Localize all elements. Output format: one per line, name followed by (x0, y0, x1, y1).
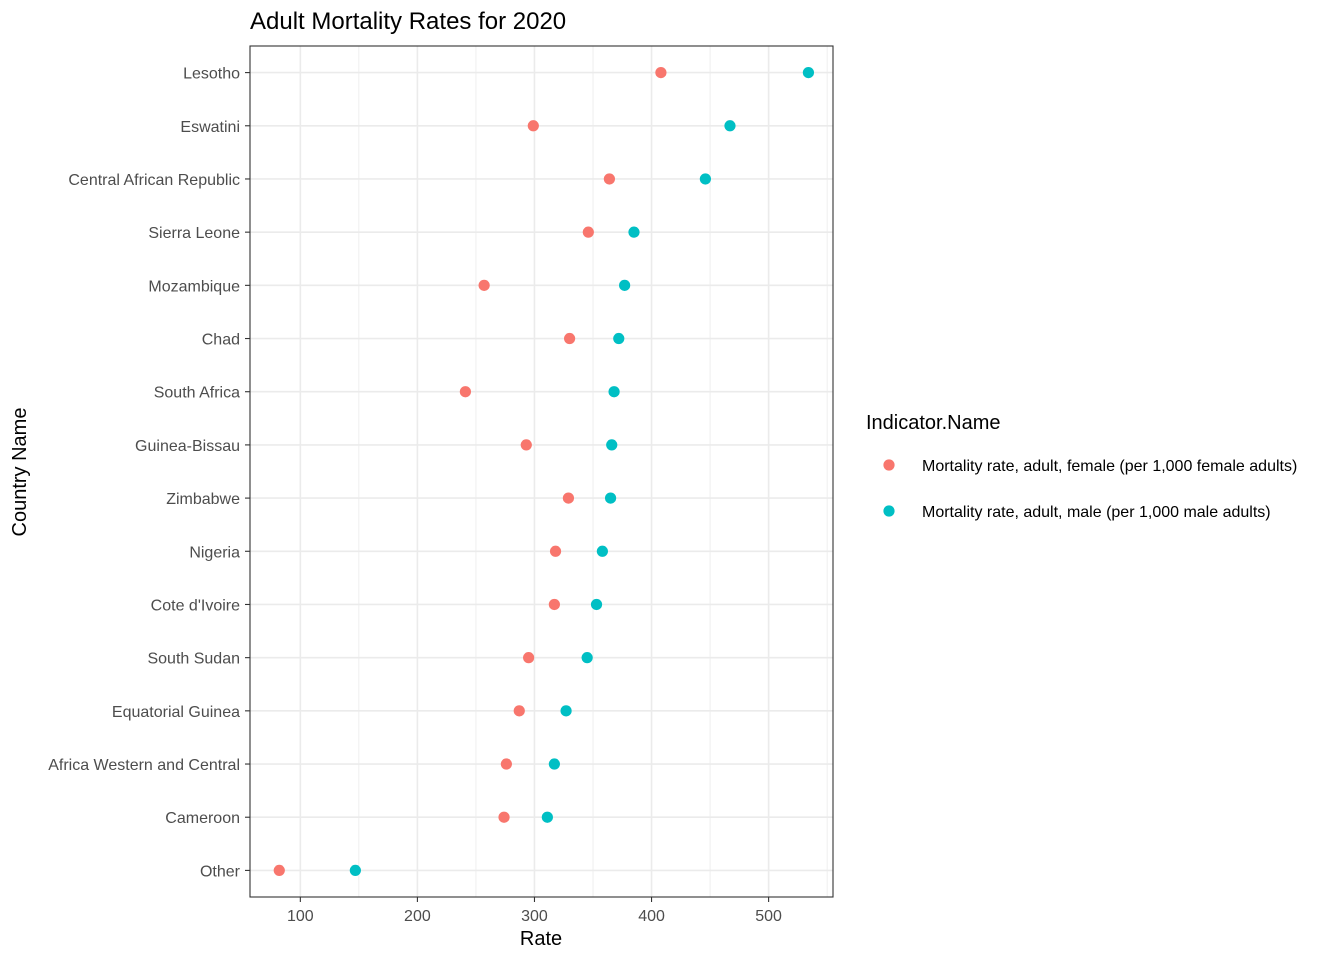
y-tick-label: Zimbabwe (166, 491, 240, 508)
data-point-female (563, 332, 576, 345)
data-point-female (478, 279, 490, 291)
x-tick-label: 200 (404, 908, 431, 925)
y-tick-label: Mozambique (148, 278, 240, 295)
data-point-male (699, 173, 711, 185)
legend-label-female: Mortality rate, adult, female (per 1,000… (922, 458, 1297, 475)
data-point-female (459, 386, 472, 398)
data-point-male (349, 864, 361, 877)
legend-title: Indicator.Name (866, 412, 1001, 434)
y-tick-label: Africa Western and Central (48, 757, 240, 774)
data-point-female (500, 758, 512, 770)
data-point-female (562, 492, 575, 504)
data-point-male (619, 279, 631, 291)
data-point-female (548, 598, 560, 611)
y-tick-label: Guinea-Bissau (135, 438, 240, 455)
y-tick-label: Lesotho (183, 66, 240, 83)
x-tick-label: 300 (521, 908, 548, 925)
major-gridlines (250, 46, 833, 897)
data-point-female (523, 652, 535, 664)
legend: Indicator.Name Mortality rate, adult, fe… (866, 412, 1297, 521)
data-point-male (724, 120, 736, 132)
data-point-female (527, 120, 539, 132)
x-tick-label: 500 (755, 908, 782, 925)
data-point-female (655, 66, 667, 79)
minor-gridlines (358, 46, 828, 897)
x-axis-title: Rate (520, 928, 562, 950)
y-axis: Lesotho Eswatini Central African Republic S… (48, 66, 250, 880)
y-tick-label: Equatorial Guinea (112, 704, 240, 721)
data-point-female (513, 705, 525, 717)
x-tick-label: 400 (638, 908, 665, 925)
plot-panel (249, 45, 834, 898)
y-tick-label: Eswatini (180, 119, 240, 136)
legend-key-female (883, 459, 895, 471)
data-point-male (581, 652, 593, 664)
data-point-female (498, 811, 510, 823)
y-axis-title: Country Name (9, 408, 31, 537)
legend-key-male (883, 505, 895, 517)
data-point-male (606, 439, 618, 451)
y-tick-label: Nigeria (189, 544, 240, 561)
data-point-male (608, 386, 620, 398)
data-point-female (603, 173, 615, 185)
x-tick-label: 100 (287, 908, 314, 925)
x-axis: 100 200 300 400 500 (287, 897, 782, 925)
y-tick-label: Chad (202, 332, 240, 349)
data-point-male (590, 598, 603, 611)
y-tick-label: Cameroon (165, 810, 240, 827)
y-tick-label: South Africa (154, 385, 240, 402)
data-point-female (273, 864, 285, 877)
y-tick-label: Sierra Leone (148, 225, 240, 242)
y-tick-label: Central African Republic (68, 172, 240, 189)
data-point-male (604, 492, 617, 504)
y-tick-label: Other (200, 863, 241, 880)
data-point-male (541, 811, 553, 823)
data-point-male (560, 705, 572, 717)
y-tick-label: South Sudan (147, 651, 240, 668)
data-point-female (582, 226, 594, 238)
chart-title: Adult Mortality Rates for 2020 (250, 8, 566, 35)
data-point-male (548, 758, 560, 770)
data-point-female (549, 545, 562, 557)
y-tick-label: Cote d'Ivoire (151, 597, 240, 614)
data-point-male (596, 545, 608, 557)
data-points (273, 66, 815, 877)
data-point-male (802, 66, 815, 79)
legend-label-male: Mortality rate, adult, male (per 1,000 m… (922, 504, 1271, 521)
data-point-male (628, 226, 640, 238)
data-point-female (520, 439, 532, 451)
data-point-male (613, 332, 625, 345)
